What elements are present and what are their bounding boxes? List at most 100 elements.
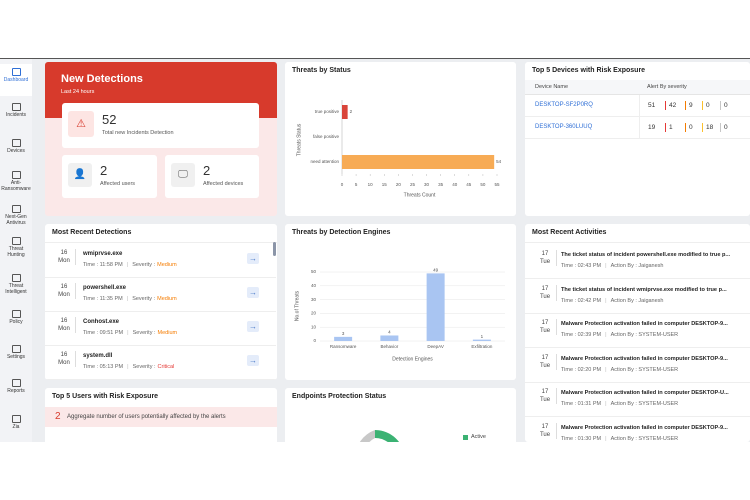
weekday: Tue xyxy=(539,432,551,438)
bar xyxy=(342,155,495,169)
y-axis-title: Threats Status xyxy=(296,123,302,156)
date-box: 16 Mon xyxy=(53,317,76,333)
x-tick-label: 30 xyxy=(424,182,430,187)
divider xyxy=(525,242,750,243)
activity-item: 17 Tue Malware Protection activation faile… xyxy=(525,417,750,442)
separator: | xyxy=(126,296,129,302)
x-tick-label: Behavior xyxy=(380,344,398,349)
day: 16 xyxy=(60,352,68,358)
device-link[interactable]: DESKTOP-360LUUQ xyxy=(535,124,593,130)
x-tick-label: 50 xyxy=(480,182,486,187)
day: 16 xyxy=(60,318,68,324)
x-axis-title: Detection Engines xyxy=(392,356,433,362)
date-box: 16 Mon xyxy=(53,351,76,367)
nav-item: Reports xyxy=(0,379,32,395)
severity-count: 0 xyxy=(720,101,728,110)
bar xyxy=(334,336,353,341)
weekday: Tue xyxy=(539,293,551,300)
time: Time : 11:35 PM xyxy=(83,296,123,302)
weekday: Tue xyxy=(539,259,551,265)
row-divider xyxy=(525,116,750,117)
separator: | xyxy=(605,401,607,408)
nav-item: Policy xyxy=(0,310,32,326)
x-tick-label: 25 xyxy=(410,182,416,187)
severity: Medium xyxy=(157,330,178,336)
users-banner xyxy=(45,407,277,427)
nav-icon xyxy=(11,68,21,76)
open-button[interactable]: → xyxy=(247,287,259,298)
activity-item: 17 Tue The ticket status of incident wmipr… xyxy=(525,279,750,314)
activity-item: 17 Tue The ticket status of incident power… xyxy=(525,244,750,279)
nav-item: Threat Hunting xyxy=(0,237,32,258)
date-box: 17 Tue xyxy=(534,250,557,266)
activity-text: Malware Protection activation failed in … xyxy=(561,355,728,362)
bar xyxy=(426,273,445,341)
activity-meta: Time : 01:31 PM | Action By : SYSTEM-USER xyxy=(561,401,678,407)
activity-item: 17 Tue Malware Protection activation faile… xyxy=(525,313,750,349)
action-by: Action By : SYSTEM-USER xyxy=(610,332,679,339)
activity-meta: Time : 02:20 PM | Action By : SYSTEM-USER xyxy=(561,367,678,373)
devices-label: Affected devices xyxy=(203,181,244,187)
y-axis-title: No.of Threats xyxy=(294,290,300,321)
nav-item: Incidents xyxy=(0,103,32,119)
y-tick-label: 30 xyxy=(311,297,317,302)
severity-count: 0 xyxy=(702,101,710,110)
x-tick-label: Exfiltration xyxy=(471,344,493,349)
x-tick-label: 5 xyxy=(355,182,358,187)
weekday: Tue xyxy=(539,362,551,369)
nav-label: Dashboard xyxy=(3,77,29,83)
y-tick-label: false positive xyxy=(313,134,340,139)
panel-subtitle: Last 24 hours xyxy=(61,89,95,95)
activity-meta: Time : 02:43 PM | Action By : Jaiganesh xyxy=(561,263,664,269)
device-link[interactable]: DESKTOP-SF2P0RQ xyxy=(535,102,593,108)
date-box: 17 Tue xyxy=(534,423,557,439)
y-tick-label: 40 xyxy=(311,283,317,288)
sidebar: Dashboard Incidents Devices Anti-Ransomware… xyxy=(0,59,32,442)
severity-count: 42 xyxy=(665,101,676,110)
time: Time : 05:13 PM xyxy=(83,364,124,370)
panel-title: Most Recent Detections xyxy=(52,229,132,236)
data-label: 49 xyxy=(433,268,439,273)
open-button[interactable]: → xyxy=(247,253,259,264)
activity-meta: Time : 02:42 PM | Action By : Jaiganesh xyxy=(561,298,664,304)
detection-meta: Time : 09:51 PM | Severity : Medium xyxy=(83,330,177,336)
activity-text: The ticket status of incident powershell… xyxy=(561,252,731,258)
nav-icon xyxy=(11,379,21,387)
detection-item: 16 Mon Conhost.exe Time : 09:51 PM | Severity… xyxy=(45,311,276,346)
activity-item: 17 Tue Malware Protection activation faile… xyxy=(525,348,750,383)
donut-segment xyxy=(375,429,400,442)
action-by: Action By : SYSTEM-USER xyxy=(610,366,679,373)
x-tick-label: 40 xyxy=(452,182,458,187)
data-label: 4 xyxy=(388,330,391,335)
table-header xyxy=(525,80,750,95)
weekday: Tue xyxy=(539,328,551,335)
weekday: Tue xyxy=(539,397,551,404)
legend-swatch xyxy=(463,435,468,440)
severity-label: Severity : xyxy=(132,262,156,268)
detection-item: 16 Mon wmiprvse.exe Time : 11:58 PM | Severit… xyxy=(45,243,276,278)
severity-count: 9 xyxy=(685,101,693,110)
data-label: 54 xyxy=(496,159,502,164)
weekday: Mon xyxy=(58,258,70,264)
time: Time : 11:58 PM xyxy=(83,262,123,268)
nav-label: Policy xyxy=(9,319,23,325)
user-icon: 👤 xyxy=(68,163,92,187)
x-tick-label: 35 xyxy=(438,182,444,187)
separator: | xyxy=(605,436,607,442)
detections-panel: Most Recent Detections 16 Mon wmiprvse.exe… xyxy=(45,224,277,380)
open-button[interactable]: → xyxy=(247,355,259,366)
severity-count: 0 xyxy=(685,123,693,132)
weekday: Mon xyxy=(58,326,70,332)
col-divider xyxy=(639,117,640,138)
separator: | xyxy=(127,330,129,336)
nav-label: Reports xyxy=(7,388,25,394)
open-button[interactable]: → xyxy=(247,321,259,332)
nav-item: Threat Intelligent xyxy=(0,274,32,295)
severity-label: Severity : xyxy=(132,330,156,336)
process-name: system.dll xyxy=(83,353,113,359)
nav-label: Devices xyxy=(7,148,25,154)
nav-item: Anti-Ransomware xyxy=(0,171,32,192)
donut xyxy=(359,429,400,442)
day: 17 xyxy=(541,285,549,292)
